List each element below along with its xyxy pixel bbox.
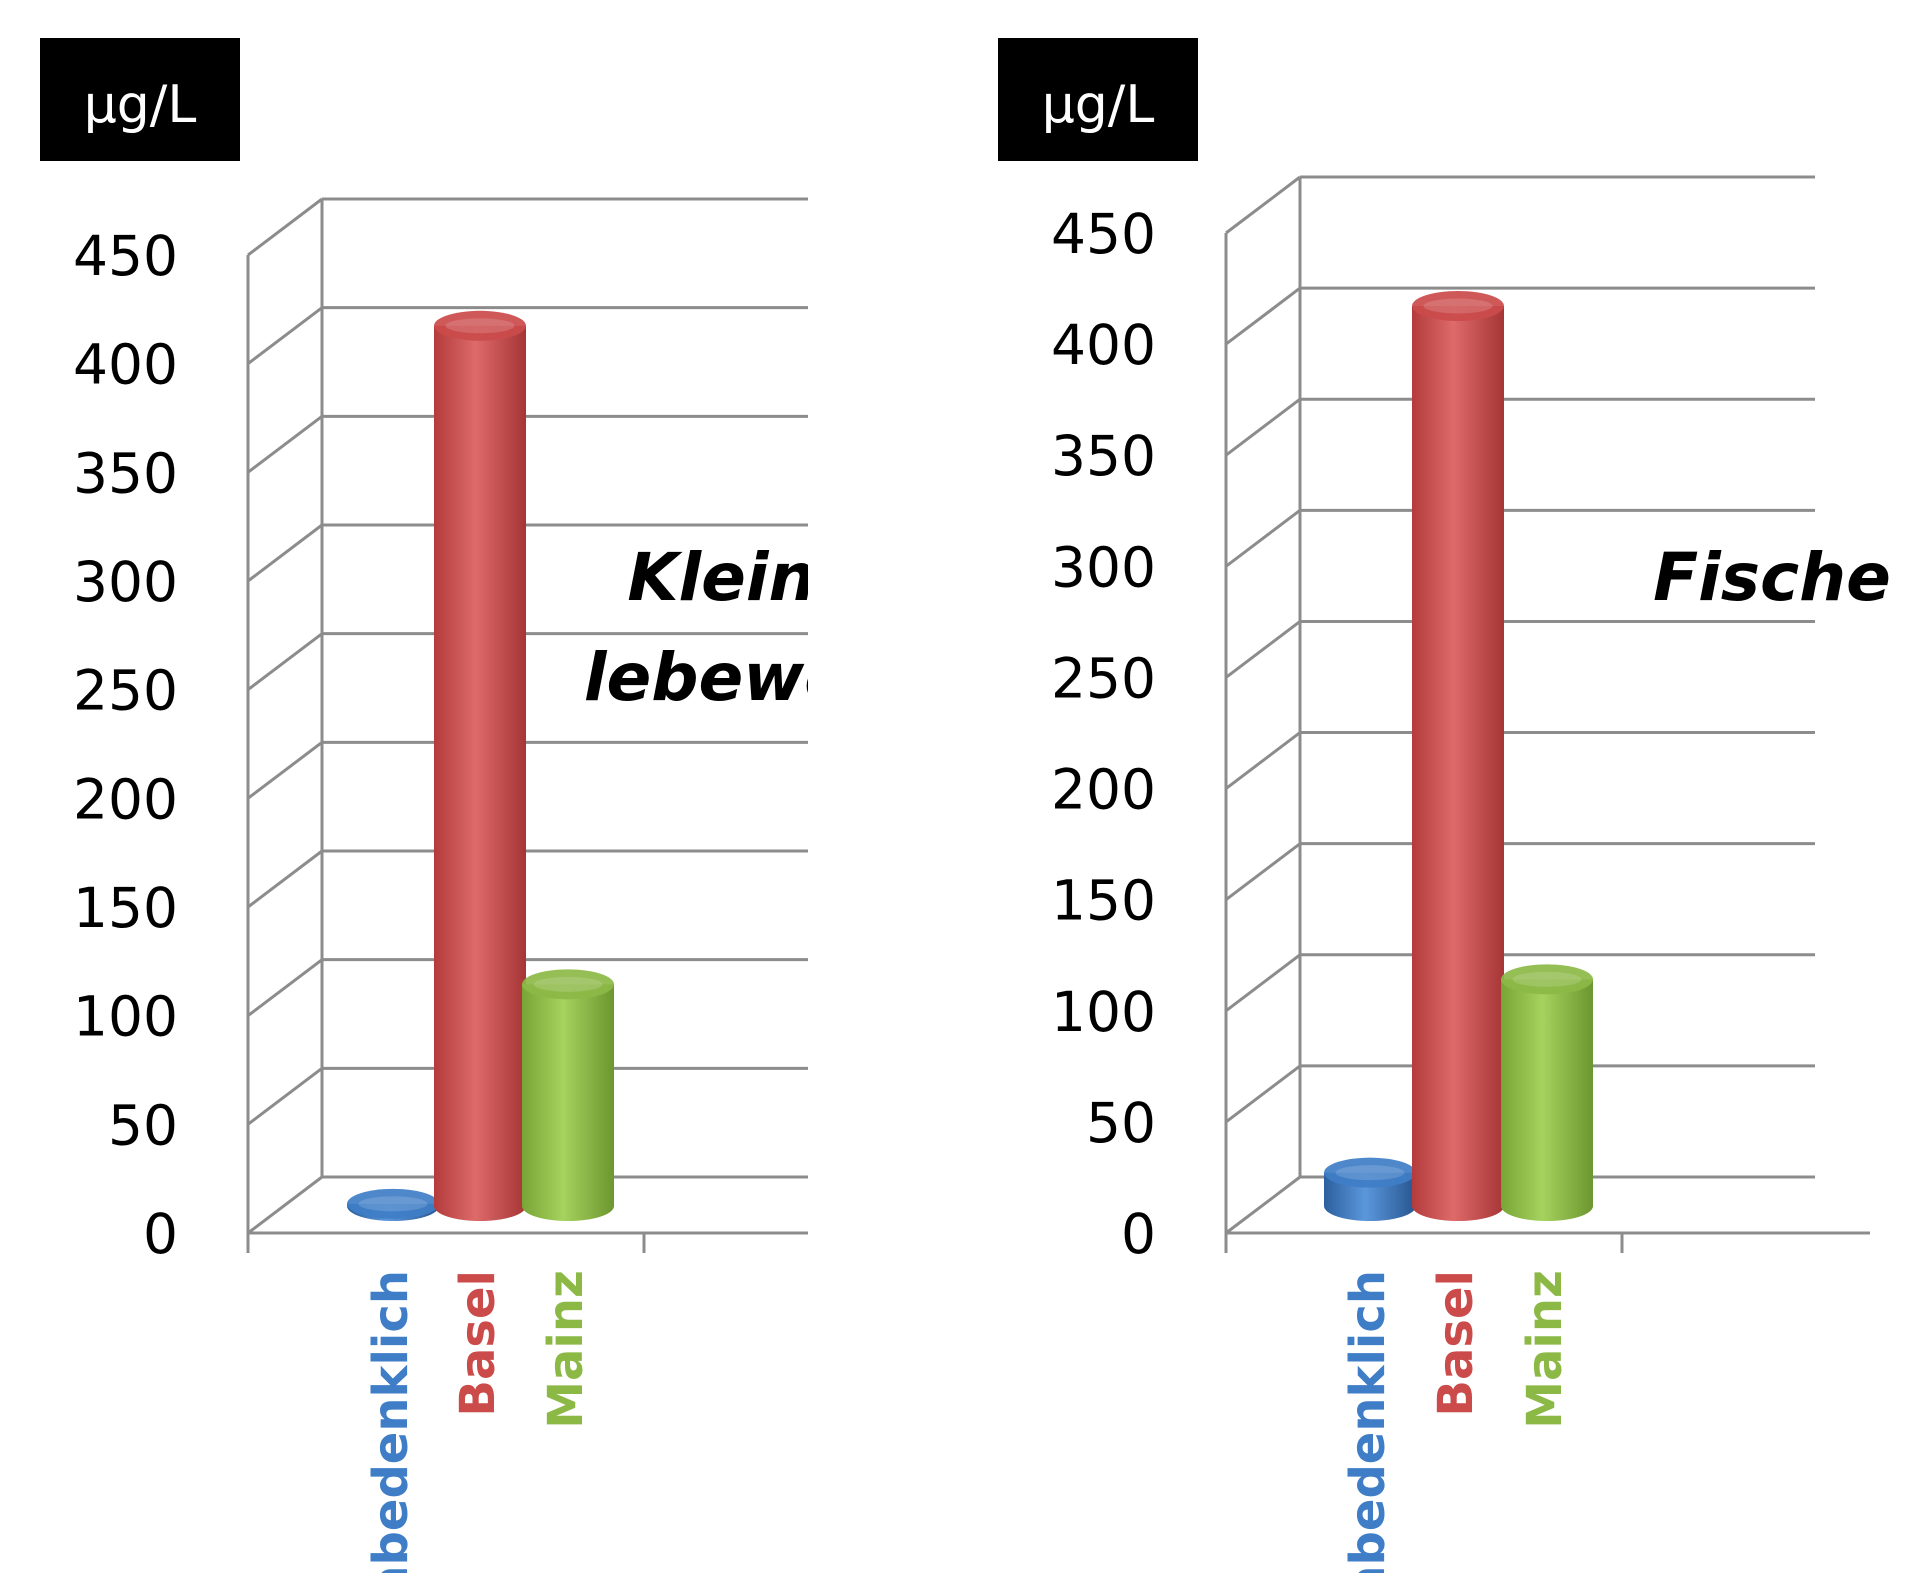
gridline-side [1225, 842, 1301, 901]
y-tick-label: 400 [73, 333, 178, 397]
y-tick-label: 250 [73, 659, 178, 723]
bar-top [1324, 1157, 1416, 1188]
gridline-side [247, 415, 323, 474]
y-tick-label: 400 [1051, 313, 1156, 377]
gridline-side [247, 849, 323, 909]
chart-area-kleinstlebewesen: 0 50 100 150 200 250 300 350 400 450 Unbedenklich B… [73, 197, 892, 1573]
gridline-side [1225, 953, 1301, 1012]
gridline-side [247, 632, 323, 691]
y-tick-label: 450 [73, 224, 178, 288]
bar-body [434, 325, 526, 1221]
bar-top [434, 310, 526, 341]
unit-label: µg/L [1042, 75, 1155, 135]
unit-box [998, 38, 1198, 161]
bar-unbedenklich [1324, 1157, 1416, 1221]
unit-label: µg/L [84, 75, 197, 135]
gridline-side [1225, 398, 1301, 457]
gridline-side [1225, 1064, 1301, 1124]
y-tick-label: 200 [1051, 758, 1156, 822]
y-tick-label: 300 [1051, 535, 1156, 599]
category-label-mainz: Mainz [538, 1270, 594, 1429]
y-tick-label: 300 [73, 550, 178, 614]
plot-backdrop [808, 95, 1818, 1335]
gridline-side [247, 197, 323, 257]
bar-body [522, 984, 614, 1221]
bar-unbedenklich [347, 1188, 439, 1221]
gridline-side [247, 741, 323, 800]
bar-highlight [533, 976, 603, 992]
category-label-basel: Basel [1428, 1270, 1484, 1417]
bar-top [1412, 291, 1504, 321]
y-tick-label: 450 [1051, 202, 1156, 266]
bar-basel [1412, 291, 1504, 1221]
gridline-side [247, 1067, 323, 1126]
y-tick-label: 150 [1051, 869, 1156, 933]
gridline-side [247, 1175, 323, 1235]
bar-mainz [1501, 964, 1593, 1221]
bar-body [1501, 979, 1593, 1221]
y-tick-label: 100 [73, 985, 178, 1049]
gridline-side [247, 523, 323, 583]
gridline-side [247, 958, 323, 1017]
bar-highlight [1512, 971, 1582, 987]
bar-highlight [1335, 1165, 1405, 1181]
y-tick-label: 100 [1051, 980, 1156, 1044]
category-label-basel: Basel [450, 1270, 506, 1417]
gridline-side [1225, 731, 1301, 790]
gridline-side [1225, 286, 1301, 346]
bar-top [347, 1188, 439, 1219]
y-tick-label: 200 [73, 767, 178, 831]
bar-highlight [358, 1196, 428, 1212]
y-tick-label: 250 [1051, 646, 1156, 710]
bar-basel [434, 310, 526, 1221]
y-tick-label: 350 [1051, 424, 1156, 488]
y-tick-label: 0 [143, 1202, 178, 1266]
bar-top [1501, 964, 1593, 995]
chart-title: Fische [1653, 539, 1891, 616]
category-label-unbedenklich: Unbedenklich [1340, 1270, 1396, 1573]
bar-highlight [445, 318, 515, 334]
gridline-side [1225, 509, 1301, 568]
gridline-side [1225, 175, 1301, 235]
gridline-side [1225, 620, 1301, 679]
bar-top [522, 969, 614, 1000]
category-label-unbedenklich: Unbedenklich [363, 1270, 419, 1573]
gridline-side [247, 306, 323, 365]
bar-mainz [522, 969, 614, 1221]
chart-area-fische: 0 50 100 150 200 250 300 350 400 450 Unbedenklich B… [1051, 175, 1870, 1573]
y-tick-label: 150 [73, 876, 178, 940]
bar-body [1412, 306, 1504, 1221]
unit-box [40, 38, 240, 161]
bar-highlight [1423, 298, 1493, 314]
y-tick-label: 50 [108, 1093, 178, 1157]
y-tick-label: 50 [1086, 1091, 1156, 1155]
y-tick-label: 0 [1121, 1202, 1156, 1266]
chart-fische: 0 50 100 150 200 250 300 350 400 450 Unbedenklich B… [808, 38, 1891, 1573]
category-label-mainz: Mainz [1517, 1270, 1573, 1429]
y-tick-label: 350 [73, 441, 178, 505]
gridline-side [1225, 1175, 1301, 1235]
